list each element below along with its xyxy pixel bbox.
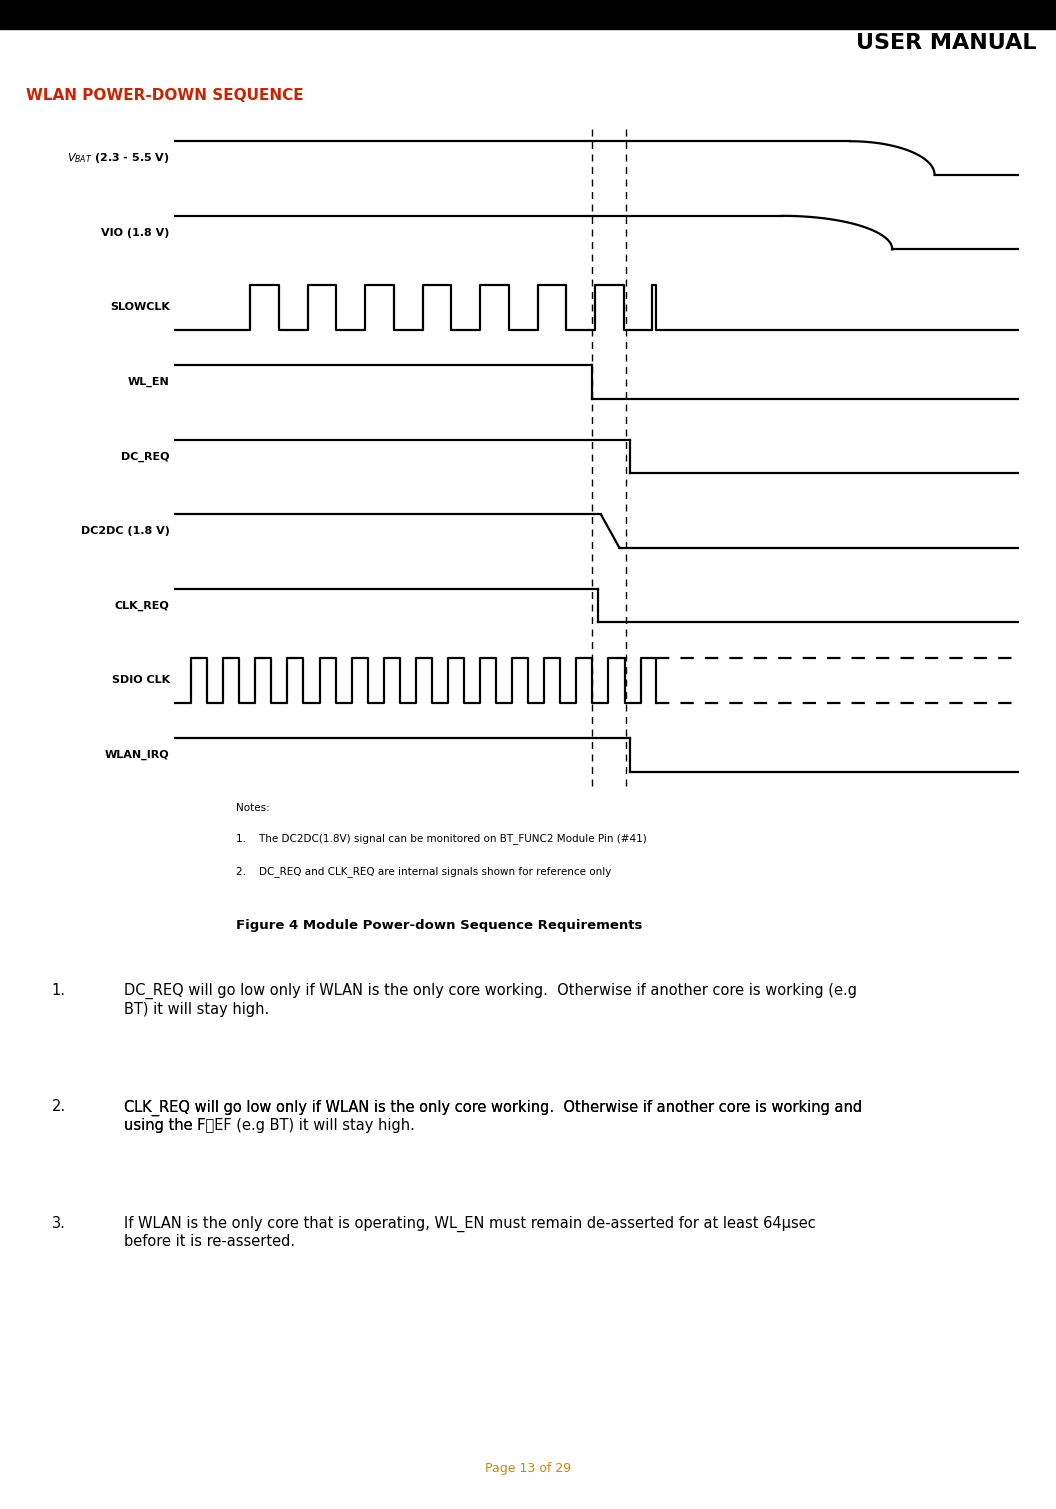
Text: SDIO CLK: SDIO CLK [112, 676, 170, 685]
Text: WLAN POWER-DOWN SEQUENCE: WLAN POWER-DOWN SEQUENCE [26, 88, 304, 103]
Text: 2.    DC_REQ and CLK_REQ are internal signals shown for reference only: 2. DC_REQ and CLK_REQ are internal signa… [237, 866, 611, 877]
Text: VIO (1.8 V): VIO (1.8 V) [101, 228, 170, 237]
Text: Figure 4 Module Power-down Sequence Requirements: Figure 4 Module Power-down Sequence Requ… [237, 919, 643, 933]
Text: DC_REQ will go low only if WLAN is the only core working.  Otherwise if another : DC_REQ will go low only if WLAN is the o… [124, 984, 856, 1017]
Text: TRANSCEIVER MODULE: TRANSCEIVER MODULE [829, 3, 1037, 18]
Text: CLK_REQ will go low only if WLAN is the only core working.  Otherwise if another: CLK_REQ will go low only if WLAN is the … [124, 1100, 862, 1133]
Text: CLK_REQ will go low only if WLAN is the only core working.  Otherwise if another: CLK_REQ will go low only if WLAN is the … [124, 1100, 862, 1133]
Text: 3.: 3. [52, 1216, 65, 1231]
Bar [0, 0, 1056, 29]
Text: WLAN_IRQ: WLAN_IRQ [105, 750, 170, 761]
Text: 1.    The DC2DC(1.8V) signal can be monitored on BT_FUNC2 Module Pin (#41): 1. The DC2DC(1.8V) signal can be monitor… [237, 833, 647, 844]
Text: Notes:: Notes: [237, 803, 270, 813]
Text: DC2DC (1.8 V): DC2DC (1.8 V) [80, 527, 170, 536]
Text: 2.: 2. [52, 1100, 65, 1115]
Text: Page 13 of 29: Page 13 of 29 [485, 1462, 571, 1474]
Text: WL_EN: WL_EN [128, 377, 170, 386]
Text: USER MANUAL: USER MANUAL [856, 33, 1037, 53]
Text: DC_REQ: DC_REQ [121, 451, 170, 462]
Text: SLOWCLK: SLOWCLK [110, 302, 170, 312]
Text: CLK_REQ: CLK_REQ [115, 601, 170, 611]
Text: If WLAN is the only core that is operating, WL_EN must remain de-asserted for at: If WLAN is the only core that is operati… [124, 1216, 815, 1249]
Text: $V_{BAT}$ (2.3 - 5.5 V): $V_{BAT}$ (2.3 - 5.5 V) [67, 151, 170, 164]
Text: 1.: 1. [52, 984, 65, 999]
